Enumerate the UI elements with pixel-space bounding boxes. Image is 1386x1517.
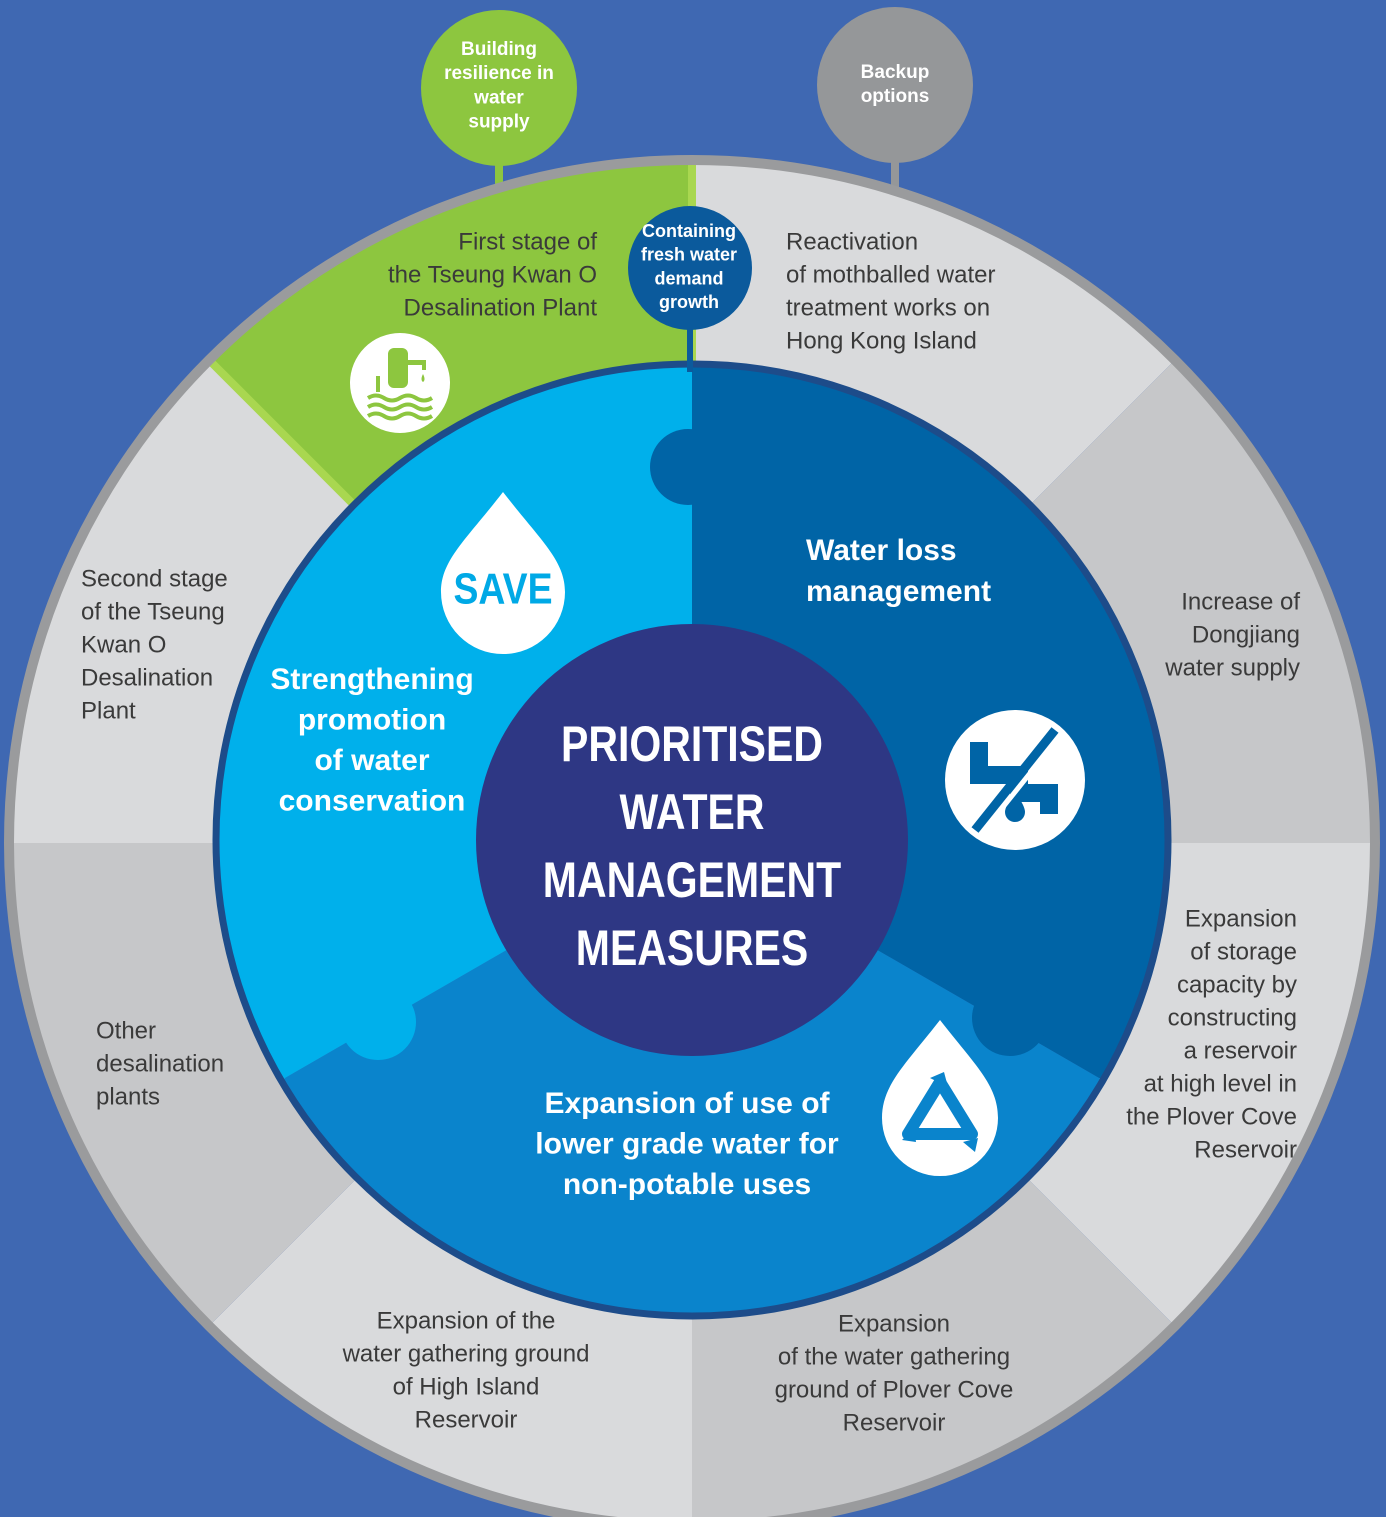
option-label: First stage of: [458, 228, 597, 255]
bubble-resilience: [421, 10, 577, 166]
center-circle: [476, 624, 908, 1056]
option-label: of the Tseung: [81, 598, 225, 625]
category-label: Backup: [861, 62, 930, 83]
measure-label: non-potable uses: [563, 1168, 811, 1201]
category-label: fresh water: [641, 245, 737, 265]
option-label: Plant: [81, 697, 136, 724]
option-label: Other: [96, 1017, 156, 1044]
bubble-backup: [817, 7, 973, 163]
option-label: Expansion: [838, 1310, 950, 1337]
option-label: Expansion of the: [377, 1307, 556, 1334]
measure-label: Water loss: [806, 534, 957, 567]
water-loss-icon: [945, 710, 1085, 850]
option-label: at high level in: [1144, 1070, 1297, 1097]
category-label: water: [473, 87, 524, 108]
option-label: a reservoir: [1184, 1037, 1297, 1064]
category-label: resilience in: [444, 63, 554, 84]
option-label: the Tseung Kwan O: [388, 261, 597, 288]
option-segment: [1024, 360, 1375, 843]
measure-label: promotion: [298, 703, 446, 736]
ring-border: [4, 155, 1380, 1517]
option-segment: [9, 843, 360, 1326]
measure-label: of water: [314, 744, 429, 777]
puzzle-knob: [650, 429, 726, 505]
option-label: treatment works on: [786, 294, 990, 321]
category-label: growth: [659, 292, 719, 312]
option-label: Expansion: [1185, 905, 1297, 932]
option-label: water supply: [1164, 654, 1300, 681]
option-label: Desalination: [81, 664, 213, 691]
option-label: constructing: [1168, 1004, 1297, 1031]
option-label: desalination: [96, 1050, 224, 1077]
option-segment: [692, 1175, 1175, 1517]
option-label: Reservoir: [415, 1406, 518, 1433]
option-label: capacity by: [1177, 971, 1297, 998]
recycle-icon: [881, 1020, 998, 1177]
center-title: WATER: [619, 784, 764, 840]
category-label: Building: [461, 39, 537, 60]
option-label: plants: [96, 1083, 160, 1110]
option-label: Reservoir: [843, 1409, 946, 1436]
option-segment: [1024, 843, 1375, 1326]
option-label: of the water gathering: [778, 1343, 1010, 1370]
center-title: MANAGEMENT: [543, 852, 841, 908]
option-label: the Plover Cove: [1126, 1103, 1297, 1130]
option-segment: [692, 160, 1175, 511]
option-label: Reservoir: [1194, 1136, 1297, 1163]
desalination-icon: [350, 333, 450, 433]
option-label: of High Island: [393, 1373, 540, 1400]
measure-label: Strengthening: [270, 663, 473, 696]
measure-label: management: [806, 575, 991, 608]
save-label: SAVE: [453, 564, 552, 614]
labels: PRIORITISED WATER MANAGEMENT MEASURES Buildi…: [81, 39, 1300, 1436]
option-segment: [209, 1175, 692, 1517]
category-label: demand: [654, 268, 723, 288]
option-label: ground of Plover Cove: [775, 1376, 1014, 1403]
option-label: Kwan O: [81, 631, 166, 658]
option-label: Hong Kong Island: [786, 327, 977, 354]
puzzle-knob: [972, 980, 1048, 1056]
option-label: Increase of: [1181, 588, 1300, 615]
option-label: Reactivation: [786, 228, 918, 255]
center-title: MEASURES: [576, 920, 808, 976]
bubble-containing: [628, 206, 752, 330]
option-segment: [9, 360, 360, 843]
measure-label: Expansion of use of: [544, 1087, 830, 1120]
measure-label: lower grade water for: [535, 1127, 839, 1160]
option-label: of storage: [1190, 938, 1297, 965]
mid-blue-segment: [279, 843, 1105, 1319]
category-label: supply: [468, 112, 530, 133]
green-segment: [209, 160, 692, 511]
center-title: PRIORITISED: [561, 716, 823, 772]
option-label: Second stage: [81, 565, 228, 592]
save-drop: [441, 492, 565, 655]
option-label: of mothballed water: [786, 261, 995, 288]
measure-label: conservation: [279, 784, 466, 817]
category-label: options: [861, 86, 930, 107]
category-label: Containing: [642, 221, 736, 241]
option-label: Dongjiang: [1192, 621, 1300, 648]
option-label: Desalination Plant: [404, 294, 598, 321]
option-label: water gathering ground: [342, 1340, 590, 1367]
puzzle-knob: [340, 984, 416, 1060]
